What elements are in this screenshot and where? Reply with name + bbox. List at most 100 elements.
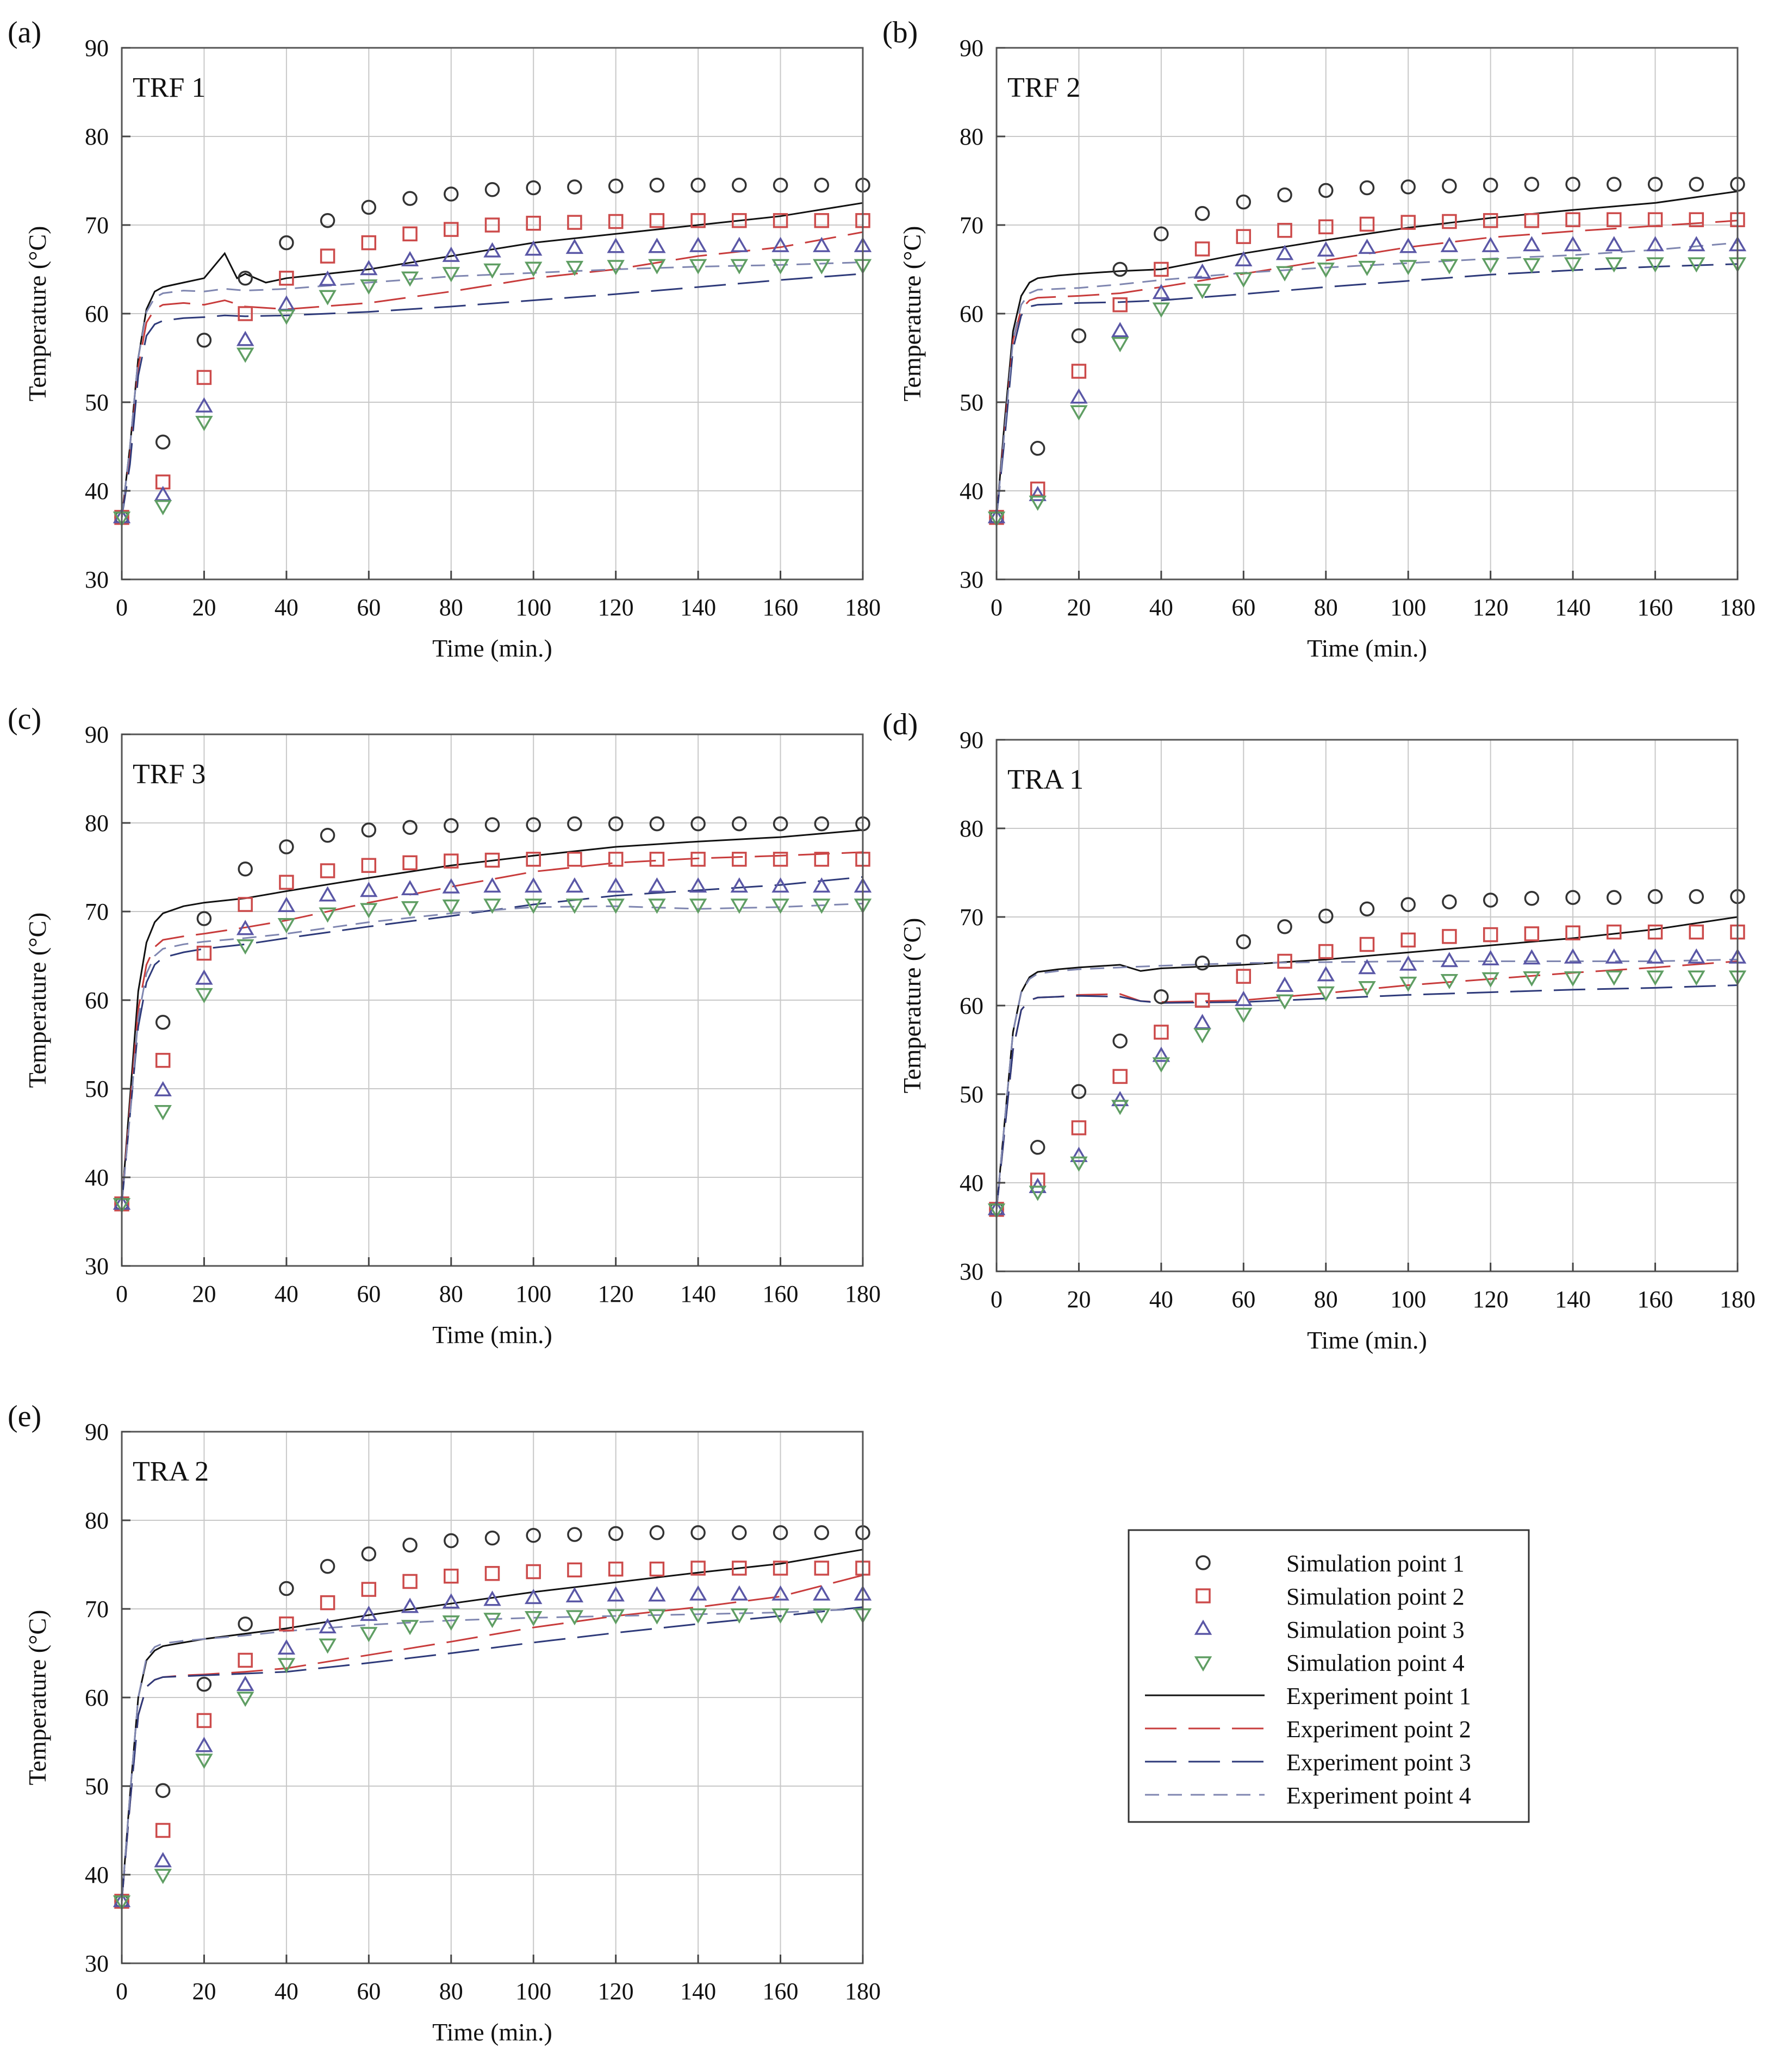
tick-label-y: 40	[85, 1164, 109, 1191]
line-exp4	[121, 261, 863, 518]
tick-label-x: 100	[1390, 1286, 1426, 1313]
marker-sim4	[195, 416, 213, 432]
marker-sim2	[1071, 1120, 1087, 1135]
marker-sim1	[732, 177, 747, 193]
marker-sim1	[1112, 261, 1128, 277]
marker-sim2	[238, 1652, 253, 1668]
y-axis-label: Temperature (°C)	[23, 1610, 51, 1786]
marker-sim1	[444, 1533, 459, 1549]
marker-sim1	[1359, 901, 1375, 917]
marker-sim4	[1070, 1156, 1088, 1172]
tick-label-y: 80	[85, 1507, 109, 1534]
marker-sim2	[1112, 1069, 1128, 1084]
marker-sim2	[1194, 993, 1210, 1008]
marker-sim1	[279, 839, 294, 854]
marker-sim4	[1235, 272, 1253, 288]
marker-sim3	[401, 251, 419, 266]
marker-sim2	[1030, 481, 1045, 497]
panel-title: TRA 1	[1007, 764, 1084, 795]
marker-sim4	[1029, 1185, 1047, 1201]
marker-sim2	[361, 858, 377, 873]
tick-label-x: 20	[192, 594, 216, 621]
legend-label-exp3: Experiment point 3	[1286, 1749, 1471, 1776]
marker-sim4	[607, 260, 625, 276]
markers-sim4	[113, 1608, 872, 1911]
marker-sim3	[1523, 236, 1541, 252]
tick-label-y: 40	[85, 478, 109, 504]
panel-title: TRF 1	[133, 72, 206, 103]
marker-sim1	[1154, 226, 1169, 242]
marker-sim4	[689, 898, 707, 914]
marker-sim2	[608, 1561, 624, 1577]
line-exp4	[995, 958, 1738, 1210]
line-exp3	[995, 263, 1738, 518]
marker-sim1	[238, 271, 253, 286]
tick-label-x: 140	[680, 1281, 716, 1307]
marker-sim1	[444, 186, 459, 202]
marker-sim2	[1483, 213, 1498, 228]
marker-sim2	[444, 1568, 459, 1584]
marker-sim1	[814, 816, 830, 832]
marker-sim1	[238, 1616, 253, 1632]
tick-label-x: 120	[598, 1281, 634, 1307]
marker-sim3	[524, 1589, 543, 1605]
marker-sim4	[236, 1692, 254, 1707]
marker-sim1	[320, 1559, 335, 1574]
marker-sim2	[402, 226, 418, 242]
marker-sim2	[1112, 297, 1128, 313]
marker-sim3	[689, 1585, 707, 1601]
line-exp2	[121, 1574, 863, 1902]
marker-sim1	[1565, 890, 1580, 905]
marker-sim1	[526, 180, 541, 196]
marker-sim1	[732, 1525, 747, 1540]
marker-sim4	[689, 259, 707, 274]
marker-sim1	[361, 822, 377, 838]
marker-sim3	[483, 1590, 501, 1606]
marker-sim4	[1688, 257, 1705, 273]
marker-sim1	[1071, 1084, 1087, 1099]
marker-sim1	[1030, 1140, 1045, 1155]
marker-sim4	[154, 1869, 172, 1884]
marker-sim3	[1111, 322, 1129, 338]
markers-sim3	[987, 236, 1747, 523]
marker-sim1	[1565, 177, 1580, 192]
marker-sim4	[565, 898, 584, 914]
marker-sim3	[236, 1675, 254, 1691]
marker-sim2	[238, 306, 253, 321]
marker-sim2	[279, 1616, 294, 1632]
marker-sim4	[1440, 973, 1459, 989]
tick-label-x: 60	[1231, 1286, 1255, 1313]
marker-sim1	[155, 1783, 171, 1798]
marker-sim2	[155, 1053, 171, 1068]
marker-sim1	[320, 828, 335, 843]
marker-sim2	[279, 875, 294, 890]
tick-label-x: 60	[1231, 594, 1255, 621]
marker-sim1	[1442, 178, 1457, 194]
marker-sim3	[236, 920, 254, 935]
tick-label-x: 120	[1473, 1286, 1509, 1313]
marker-sim2	[608, 852, 624, 867]
marker-sim4	[689, 1608, 707, 1624]
marker-sim2	[196, 945, 212, 961]
marker-sim3	[442, 246, 460, 262]
line-exp2	[995, 220, 1738, 518]
tick-label-x: 160	[763, 1281, 799, 1307]
tick-label-x: 160	[763, 594, 799, 621]
marker-sim1	[1524, 177, 1540, 192]
marker-sim2	[1400, 215, 1416, 230]
marker-sim1	[1194, 206, 1210, 221]
marker-sim3	[565, 1587, 584, 1602]
line-exp3	[121, 1606, 863, 1902]
chart-panel-d: 0 20 40 60 80 100 120 140 160 180 30 40 50 60 70 80 90 Ti…	[882, 708, 1755, 1354]
legend-label-sim2: Simulation point 2	[1286, 1583, 1465, 1610]
marker-sim2	[773, 852, 788, 867]
markers-sim3	[113, 236, 872, 523]
marker-sim3	[1440, 236, 1459, 252]
marker-sim1	[814, 1525, 830, 1540]
marker-sim4	[1358, 981, 1376, 997]
marker-sim4	[442, 899, 460, 915]
marker-sim1	[1607, 890, 1622, 905]
marker-sim3	[730, 877, 749, 893]
tick-label-x: 140	[680, 594, 716, 621]
marker-sim2	[526, 215, 541, 231]
